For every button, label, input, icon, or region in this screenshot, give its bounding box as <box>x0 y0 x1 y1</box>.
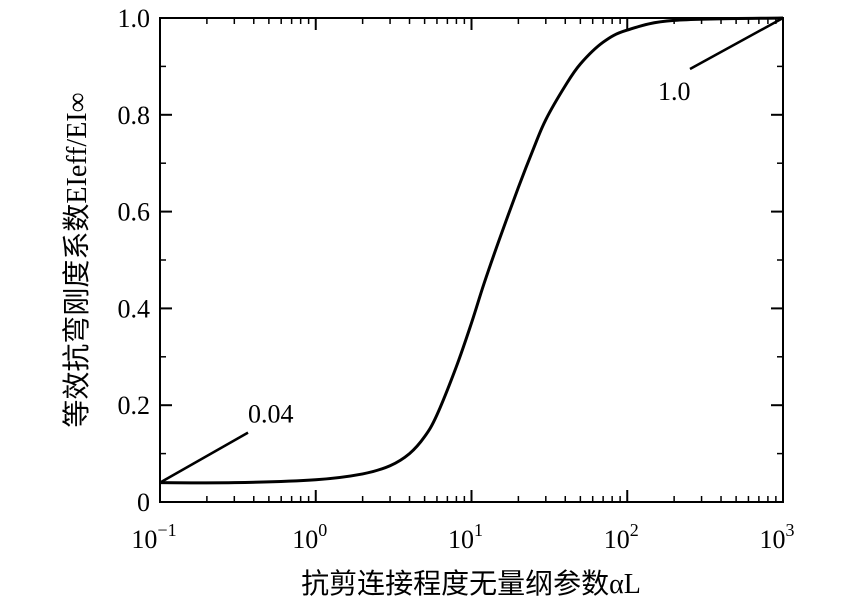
series-layer <box>159 16 784 485</box>
x-ticks: 10−1 100 101 102 103 <box>131 18 795 554</box>
y-axis-title: 等效抗弯刚度系数EIeff/EI∞ <box>61 92 93 427</box>
y-tick-label: 0.8 <box>118 101 151 130</box>
x-axis-title: 抗剪连接程度无量纲参数αL <box>301 568 641 600</box>
annotation-label-high: 1.0 <box>658 77 691 106</box>
y-tick-label: 0.2 <box>118 391 151 420</box>
y-tick-label: 0 <box>137 488 150 517</box>
plot-area: 10−1 100 101 102 103 0 0.2 0.4 0.6 0.8 1.0 0.04 1.… <box>118 4 795 554</box>
x-tick-label: 10−1 <box>131 520 176 554</box>
annotation-label-low: 0.04 <box>248 400 294 429</box>
y-tick-label: 0.4 <box>118 294 151 323</box>
x-tick-label: 100 <box>292 520 327 554</box>
annotations: 0.04 1.0 <box>159 16 784 484</box>
annotation-leader-line <box>159 431 249 484</box>
annotation-leader-line <box>689 16 784 71</box>
y-tick-label: 1.0 <box>118 4 151 33</box>
x-tick-label: 103 <box>760 520 795 554</box>
x-tick-label: 101 <box>448 520 483 554</box>
x-tick-label: 102 <box>604 520 639 554</box>
series-line <box>159 16 784 485</box>
y-ticks: 0 0.2 0.4 0.6 0.8 1.0 <box>118 4 783 517</box>
y-tick-label: 0.6 <box>118 198 151 227</box>
